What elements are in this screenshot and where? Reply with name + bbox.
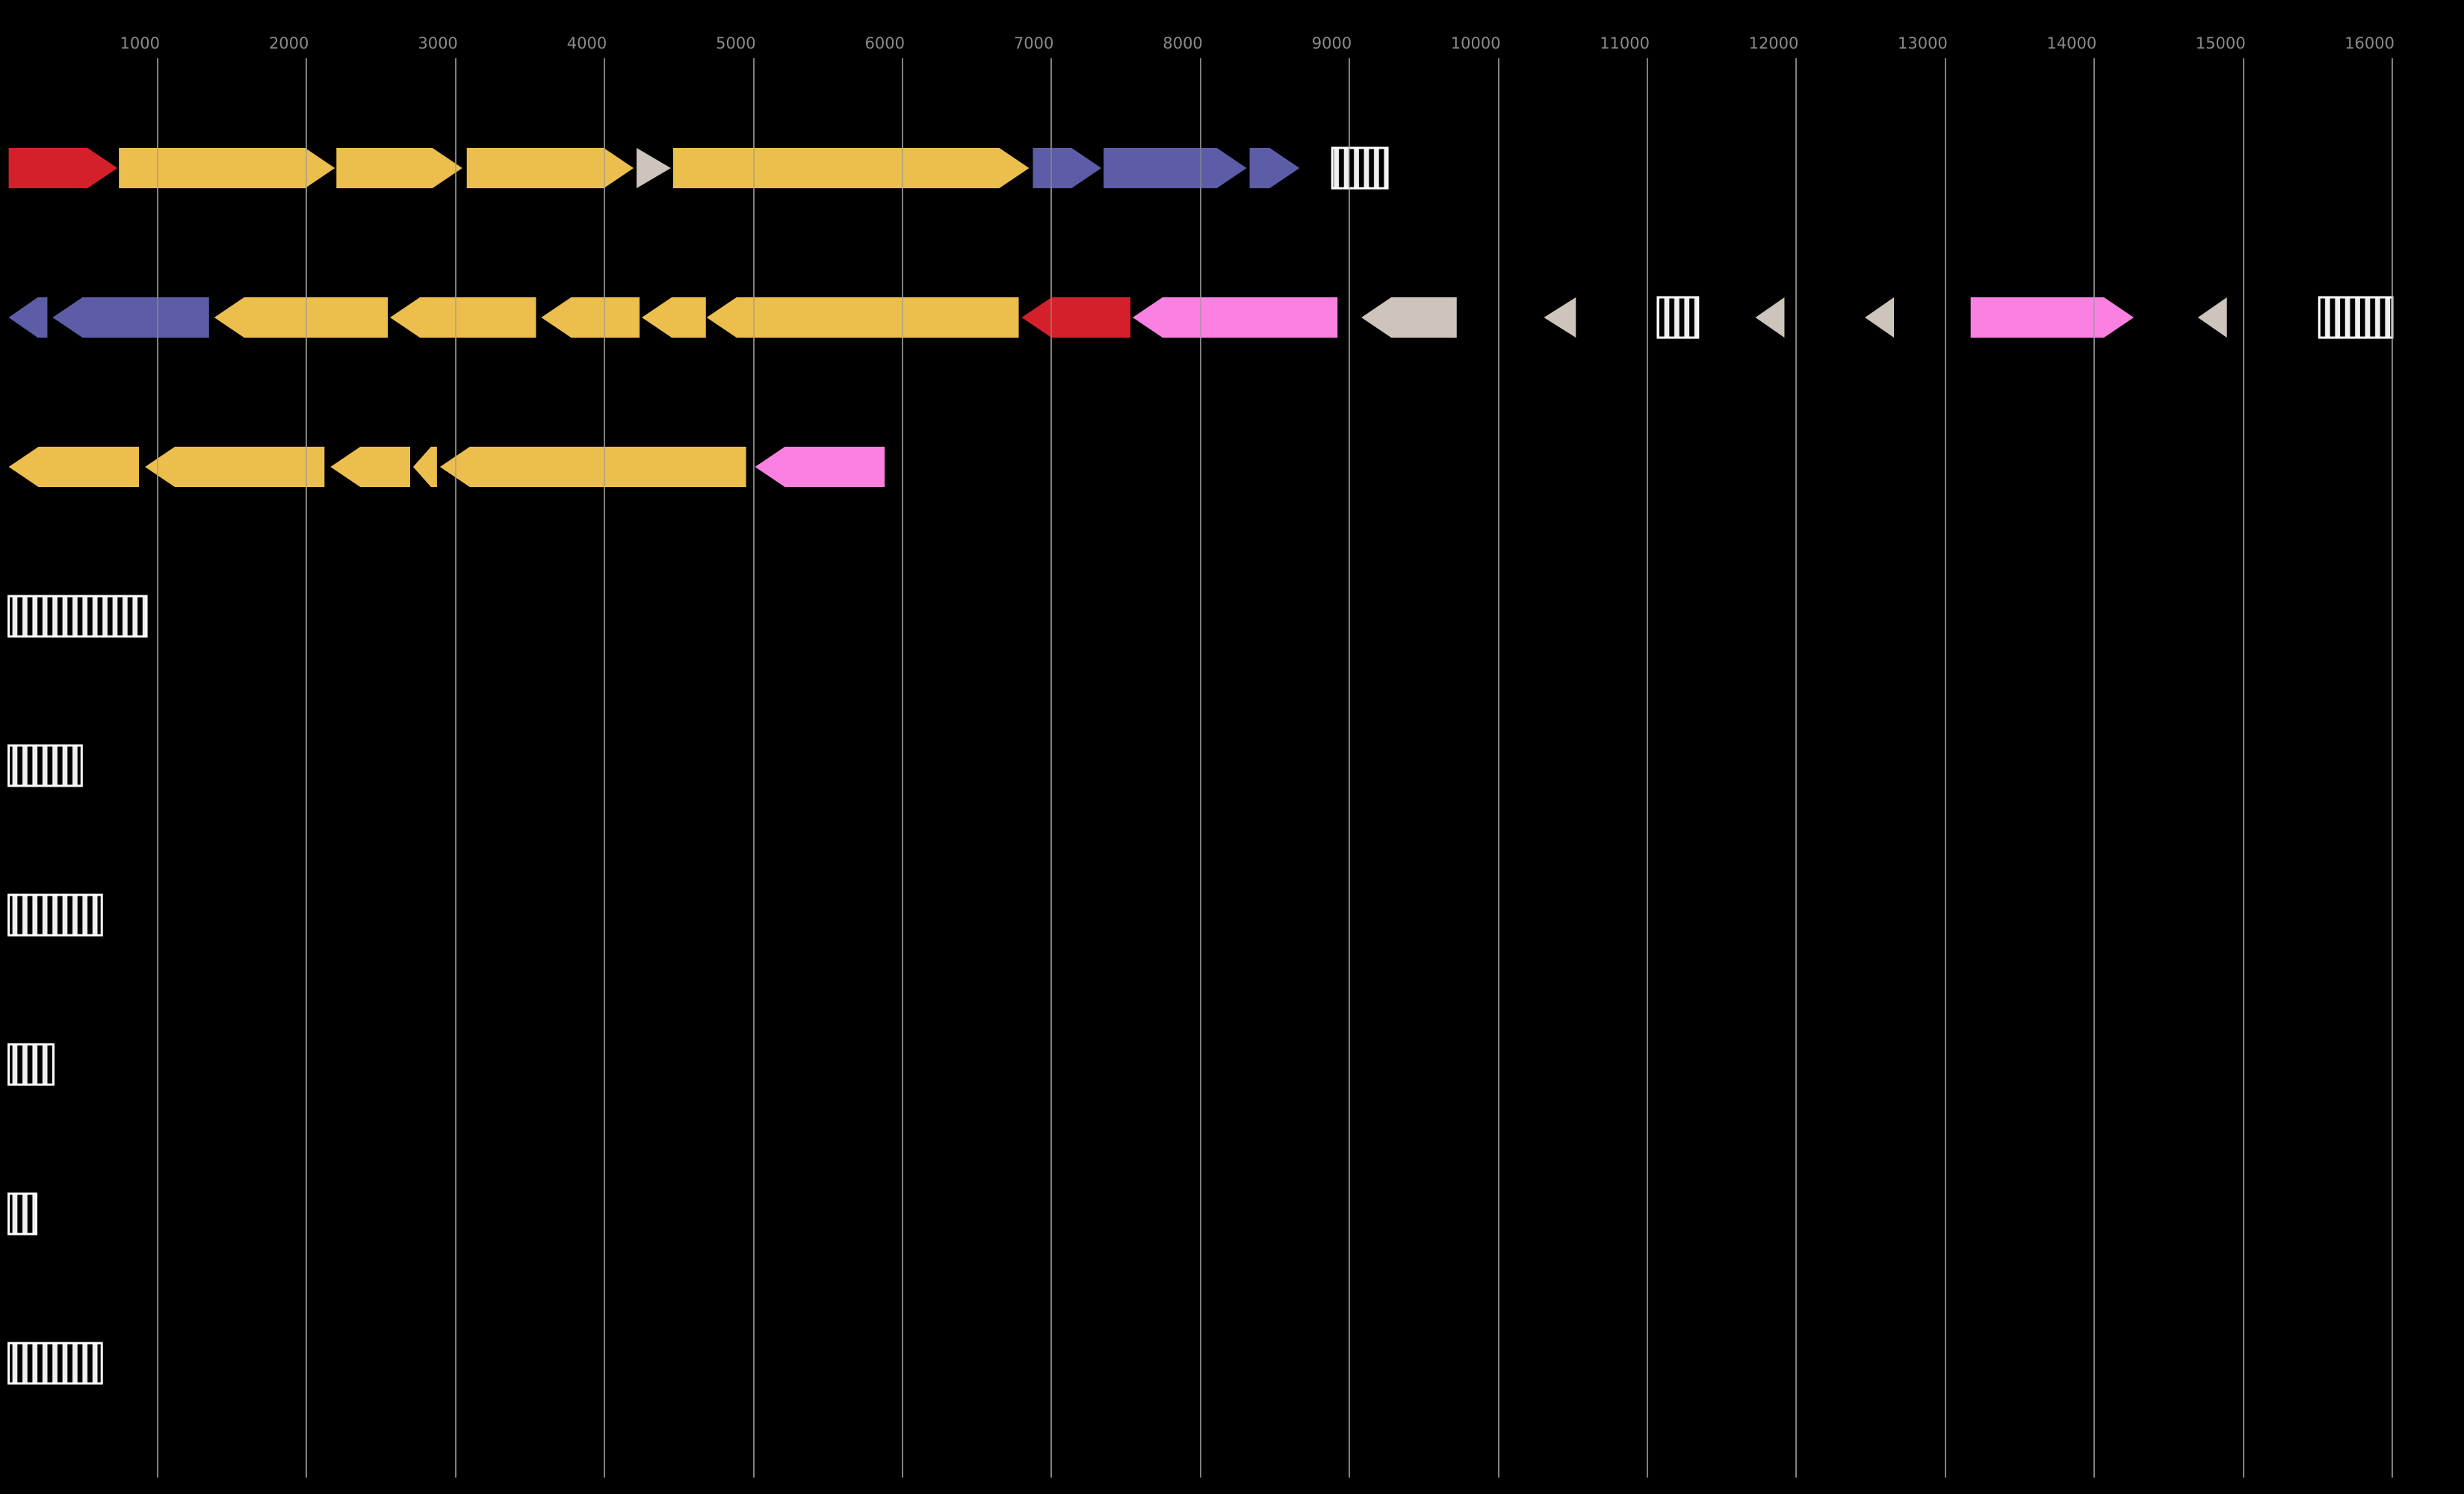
hatched-feature — [7, 1342, 103, 1385]
axis-gridline — [1647, 58, 1648, 1478]
track-7 — [7, 1043, 55, 1086]
axis-tick-label: 8000 — [1163, 34, 1203, 52]
gene-arrow-left — [412, 447, 437, 487]
gene-arrow-right — [1970, 297, 2135, 338]
axis-gridline — [902, 58, 903, 1478]
gene-arrow-left — [8, 447, 140, 487]
track-3 — [8, 447, 885, 487]
gene-arrow-left — [541, 297, 640, 338]
gene-arrow-right — [672, 148, 1030, 188]
gene-arrow-left — [642, 297, 706, 338]
gene-arrow-left — [706, 297, 1019, 338]
gene-arrow-left — [1133, 297, 1338, 338]
axis-gridline — [1349, 58, 1351, 1478]
axis-tick-label: 1000 — [120, 34, 160, 52]
axis-gridline — [454, 58, 456, 1478]
gene-arrow-right — [1033, 148, 1102, 188]
axis-tick-label: 3000 — [418, 34, 458, 52]
axis-gridline — [1199, 58, 1201, 1478]
axis-gridline — [1795, 58, 1798, 1478]
axis-gridline — [2392, 58, 2393, 1478]
track-1 — [8, 146, 1389, 190]
axis-tick-label: 11000 — [1600, 34, 1650, 52]
gene-arrowhead-left — [1544, 297, 1576, 338]
track-8 — [7, 1192, 37, 1236]
track-5 — [7, 744, 83, 787]
hatched-feature — [1656, 296, 1700, 339]
hatched-feature — [1331, 146, 1389, 190]
axis-tick-label: 5000 — [716, 34, 756, 52]
axis-tick-label: 15000 — [2195, 34, 2246, 52]
track-2 — [8, 296, 2394, 339]
axis-gridline — [2093, 58, 2096, 1478]
gene-arrow-right — [1249, 148, 1300, 188]
gene-arrow-left — [1361, 297, 1457, 338]
axis-tick-label: 10000 — [1450, 34, 1501, 52]
axis-gridline — [306, 58, 308, 1478]
axis-gridline — [157, 58, 158, 1478]
axis-gridline — [604, 58, 606, 1478]
gene-arrow-left — [755, 447, 885, 487]
gene-arrowhead-right — [637, 148, 671, 188]
axis-gridline — [752, 58, 755, 1478]
axis-tick-label: 13000 — [1897, 34, 1948, 52]
axis-gridline — [1497, 58, 1499, 1478]
gene-arrow-right — [119, 148, 335, 188]
hatched-feature — [7, 595, 148, 638]
hatched-feature — [7, 744, 83, 787]
gene-arrow-left — [8, 297, 48, 338]
axis-tick-label: 9000 — [1311, 34, 1352, 52]
track-4 — [7, 595, 148, 638]
axis-gridline — [2242, 58, 2244, 1478]
axis-tick-label: 6000 — [864, 34, 905, 52]
gene-arrow-right — [8, 148, 118, 188]
axis-gridline — [1944, 58, 1946, 1478]
axis-tick-label: 4000 — [566, 34, 607, 52]
gene-arrowhead-left — [2197, 297, 2227, 338]
gene-arrow-right — [1103, 148, 1247, 188]
track-6 — [7, 893, 103, 937]
axis-tick-label: 2000 — [268, 34, 309, 52]
gene-arrowhead-left — [1755, 297, 1785, 338]
axis-tick-label: 16000 — [2344, 34, 2395, 52]
axis-gridline — [1050, 58, 1053, 1478]
hatched-feature — [7, 1192, 37, 1236]
gene-arrow-left — [145, 447, 325, 487]
hatched-feature — [2318, 296, 2394, 339]
gene-arrow-right — [466, 148, 634, 188]
gene-arrow-left — [439, 447, 746, 487]
axis-tick-label: 7000 — [1013, 34, 1054, 52]
gene-arrow-left — [330, 447, 410, 487]
gene-arrow-right — [336, 148, 462, 188]
gene-arrowhead-left — [1865, 297, 1895, 338]
gene-arrow-left — [52, 297, 209, 338]
axis-tick-label: 12000 — [1748, 34, 1799, 52]
gene-arrow-left — [1021, 297, 1131, 338]
track-9 — [7, 1342, 103, 1385]
gene-arrow-left — [214, 297, 389, 338]
hatched-feature — [7, 893, 103, 937]
axis-tick-label: 14000 — [2046, 34, 2097, 52]
gene-arrow-left — [390, 297, 536, 338]
hatched-feature — [7, 1043, 55, 1086]
